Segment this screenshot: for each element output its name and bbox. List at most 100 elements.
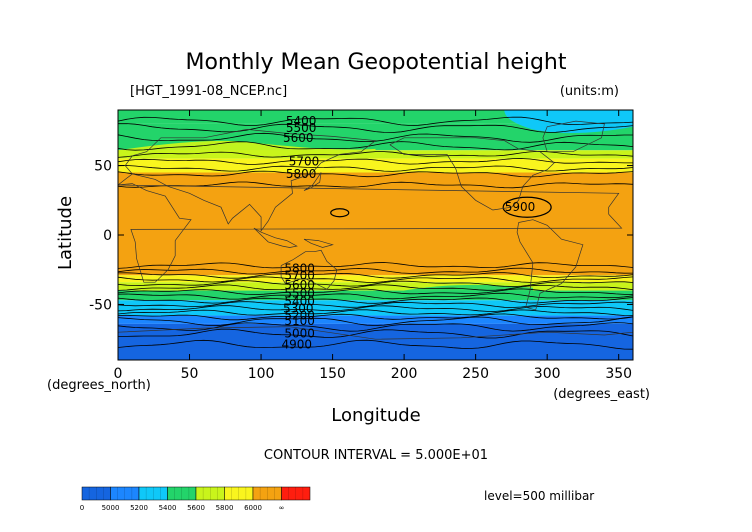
contour-line xyxy=(118,328,634,339)
contour-label: 5800 xyxy=(284,261,315,275)
contour-label: 5200 xyxy=(284,309,315,323)
color-band xyxy=(118,300,633,316)
file-label: [HGT_1991-08_NCEP.nc] xyxy=(130,84,287,99)
colorbar-tick-label: 5000 xyxy=(102,504,120,512)
contour-label: 5400 xyxy=(284,295,315,309)
contour-label: 4900 xyxy=(282,338,313,352)
x-tick-label: 350 xyxy=(605,366,632,382)
colorbar-swatch xyxy=(281,486,311,501)
contour-line xyxy=(117,158,633,165)
contour-line xyxy=(117,123,634,133)
coastline xyxy=(389,137,555,211)
contour-label: 5600 xyxy=(284,278,315,292)
contour-line xyxy=(117,284,634,291)
units-label: (units:m) xyxy=(560,84,619,99)
contour-line xyxy=(117,297,634,304)
y-unit-label: (degrees_north) xyxy=(47,378,151,393)
colorbar-tick-label: 5800 xyxy=(216,504,234,512)
color-band xyxy=(118,290,633,301)
contour-line xyxy=(117,322,634,332)
contour-line xyxy=(117,181,634,189)
contour-line xyxy=(117,267,634,275)
y-axis-label: Latitude xyxy=(55,196,76,270)
contour-line xyxy=(117,339,634,350)
coastline xyxy=(303,172,322,191)
contour-line xyxy=(117,280,634,288)
contour-line xyxy=(117,309,634,316)
x-tick-label: 50 xyxy=(181,366,199,382)
colorbar-tick-label: 0 xyxy=(80,504,84,512)
coastline xyxy=(516,219,584,311)
color-band xyxy=(118,323,633,360)
contour-line xyxy=(117,288,633,296)
y-tick-label: 50 xyxy=(94,159,112,175)
coastline xyxy=(117,129,377,232)
contour-label: 5400 xyxy=(286,114,317,128)
contour-line xyxy=(117,305,634,312)
x-unit-label: (degrees_east) xyxy=(553,387,650,402)
y-tick-label: 0 xyxy=(103,228,112,244)
x-tick-label: 250 xyxy=(462,366,489,382)
contour-label: 5000 xyxy=(284,327,315,341)
yellow-ridge xyxy=(118,140,376,158)
contour-label: 5300 xyxy=(283,302,314,316)
colorbar-tick-label: ∞ xyxy=(279,504,285,512)
coastline xyxy=(253,227,298,248)
colorbar-tick-label: 5400 xyxy=(159,504,177,512)
coastline xyxy=(542,120,605,153)
contour-line xyxy=(117,301,634,308)
contour-label: 5800 xyxy=(286,167,317,181)
x-axis-label: Longitude xyxy=(331,405,421,426)
contour-line xyxy=(117,292,634,300)
color-bands xyxy=(118,110,633,360)
color-band xyxy=(118,172,633,276)
contour-label: 5100 xyxy=(284,314,315,328)
contour-interval: CONTOUR INTERVAL = 5.000E+01 xyxy=(264,448,488,463)
x-tick-label: 0 xyxy=(114,366,123,382)
contour-high xyxy=(330,208,350,218)
contour-line xyxy=(117,316,634,327)
chart-title: Monthly Mean Geopotential height xyxy=(185,50,566,75)
color-band xyxy=(118,315,633,324)
coastline xyxy=(117,326,634,340)
contour-line xyxy=(117,313,634,321)
contour-line xyxy=(117,165,634,172)
coastline xyxy=(303,238,334,248)
colorbar: 0 5000 5200 5400 5600 5800 6000 ∞ xyxy=(80,486,311,512)
contour-label: 5500 xyxy=(286,121,317,135)
x-tick-label: 100 xyxy=(248,366,275,382)
coastline xyxy=(280,249,338,290)
color-band xyxy=(118,110,633,124)
y-tick-label: -50 xyxy=(89,297,112,313)
contour-line xyxy=(117,116,634,126)
contour-line xyxy=(117,170,634,178)
colorbar-tick-label: 6000 xyxy=(244,504,262,512)
contour-label: 5700 xyxy=(289,154,320,168)
contour-line xyxy=(117,272,634,279)
contour-label: 5700 xyxy=(284,268,315,282)
x-tick-label: 150 xyxy=(319,366,346,382)
color-band xyxy=(118,275,633,283)
contour-lines xyxy=(117,116,634,350)
contour-line xyxy=(117,262,634,269)
coastlines xyxy=(117,120,634,340)
contour-label: 5500 xyxy=(284,286,315,300)
x-tick-label: 300 xyxy=(534,366,561,382)
color-band xyxy=(118,282,633,291)
color-band xyxy=(118,158,633,173)
x-tick-label: 200 xyxy=(391,366,418,382)
level-label: level=500 millibar xyxy=(484,489,594,503)
contour-label: 5600 xyxy=(283,131,314,145)
contour-line xyxy=(117,132,633,143)
contour-line xyxy=(117,276,634,283)
contour-label: 5900 xyxy=(505,200,536,214)
plot-area: 5400550056005700580059005800570056005500… xyxy=(117,109,634,361)
colorbar-tick-label: 5600 xyxy=(187,504,205,512)
y-axis: -50 0 50 xyxy=(89,159,633,313)
contour-labels: 5400550056005700580059005800570056005500… xyxy=(282,114,536,352)
colorbar-tick-label: 5200 xyxy=(130,504,148,512)
contour-high xyxy=(502,196,552,218)
contour-line xyxy=(117,141,634,151)
x-axis: 0 50 100 150 200 250 300 350 xyxy=(114,110,632,382)
